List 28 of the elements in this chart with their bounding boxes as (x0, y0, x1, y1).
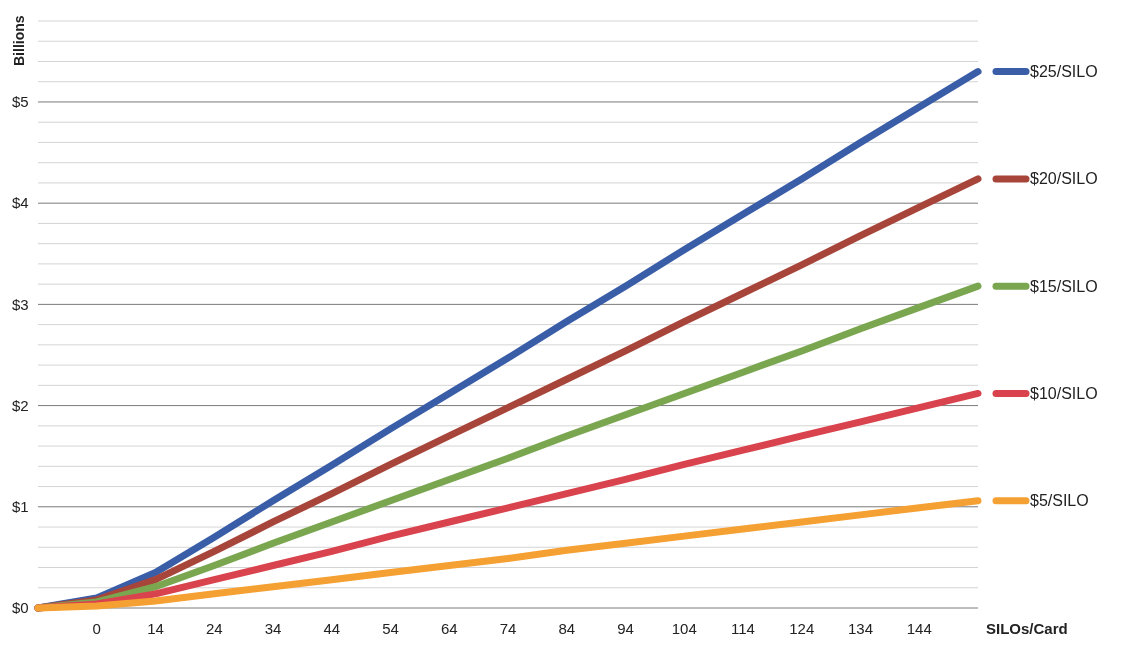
x-tick-label: 34 (264, 620, 282, 637)
y-tick-label: $0 (12, 599, 29, 617)
y-tick-label: $2 (12, 396, 29, 414)
x-tick-label: 14 (147, 620, 164, 637)
x-tick-label: 74 (499, 620, 517, 637)
y-tick-label: $5 (12, 93, 29, 111)
x-tick-label: 114 (731, 620, 755, 637)
legend-label: $25/SILO (1030, 63, 1098, 81)
y-axis-title: Billions (11, 15, 27, 66)
x-tick-label: 94 (617, 620, 634, 637)
x-tick-label: 44 (323, 620, 341, 637)
legend-label: $15/SILO (1030, 277, 1098, 295)
x-tick-label: 134 (847, 620, 874, 637)
x-tick-label: 144 (906, 620, 932, 637)
x-tick-label: 64 (440, 620, 458, 637)
x-tick-label: 24 (205, 620, 223, 637)
x-axis-title: SILOs/Card (986, 620, 1068, 637)
x-tick-label: 54 (382, 620, 399, 637)
x-tick-label: 124 (789, 620, 815, 637)
x-tick-label: 104 (671, 620, 697, 637)
x-tick-label: 84 (558, 620, 576, 637)
legend-label: $5/SILO (1030, 492, 1089, 510)
y-tick-label: $3 (12, 295, 29, 313)
legend-label: $20/SILO (1030, 170, 1098, 188)
legend-label: $10/SILO (1030, 385, 1098, 403)
y-tick-label: $4 (12, 194, 29, 212)
x-tick-label: 0 (92, 620, 101, 637)
y-tick-label: $1 (12, 498, 29, 516)
